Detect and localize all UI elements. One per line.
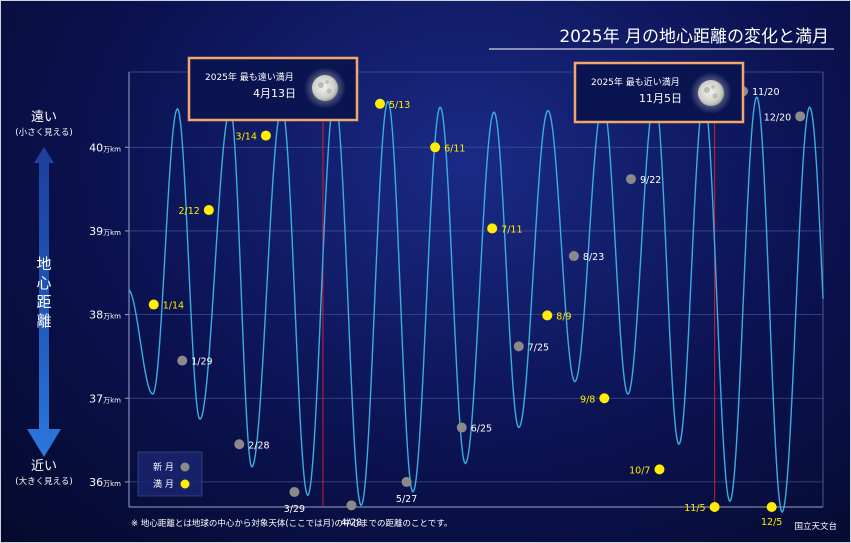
full-moon-date-label: 8/9 xyxy=(556,311,571,322)
new-moon-date-label: 12/20 xyxy=(764,112,791,123)
new-moon-point xyxy=(795,111,806,122)
full-moon-point xyxy=(148,299,159,310)
full-moon-point xyxy=(709,502,720,512)
full-moon-date-label: 1/14 xyxy=(163,301,184,312)
full-moon-date-label: 10/7 xyxy=(629,465,650,476)
far-sub-label: (小さく見える) xyxy=(15,127,72,138)
full-moon-point xyxy=(260,130,271,141)
callout-title: 2025年 最も遠い満月 xyxy=(205,71,294,83)
full-moon-date-label: 2/12 xyxy=(179,206,200,217)
chart-title: 2025年 月の地心距離の変化と満月 xyxy=(559,27,829,47)
moon-crater xyxy=(704,87,710,93)
new-moon-date-label: 1/29 xyxy=(191,357,212,368)
new-moon-date-label: 2/28 xyxy=(248,440,269,451)
new-moon-date-label: 9/22 xyxy=(640,175,661,186)
y-axis-title-char: 心 xyxy=(36,274,51,292)
legend-full-moon-marker xyxy=(180,479,190,489)
highlight-callouts: 2025年 最も遠い満月 4月13日 2025年 最も近い満月 11月5日 xyxy=(187,56,745,124)
new-moon-date-label: 7/25 xyxy=(528,342,549,353)
y-tick-unit: 万km xyxy=(103,313,121,321)
axis-arrow-group: 遠い (小さく見える) 近い (大きく見える) 地心距離 xyxy=(15,110,72,487)
full-moon-point xyxy=(766,502,777,512)
distance-arrow xyxy=(27,147,61,457)
full-moon-date-label: 9/8 xyxy=(580,394,595,405)
y-axis-title: 地心距離 xyxy=(36,255,51,330)
full-moon-point xyxy=(654,464,665,475)
y-axis-title-char: 距 xyxy=(36,293,51,311)
y-tick-unit: 万km xyxy=(103,480,121,488)
y-tick-number: 40 xyxy=(89,141,103,154)
full-moon-date-label: 5/13 xyxy=(389,100,410,111)
new-moon-date-label: 4/28 xyxy=(341,517,362,528)
callout-title: 2025年 最も近い満月 xyxy=(591,76,680,88)
full-moon-point xyxy=(487,223,498,234)
y-tick-label: 36万km xyxy=(89,476,121,489)
legend-new-moon-marker xyxy=(180,462,190,472)
legend-box xyxy=(137,451,203,497)
title-group: 2025年 月の地心距離の変化と満月 xyxy=(489,27,834,50)
y-tick-number: 36 xyxy=(89,476,103,489)
y-tick-unit: 万km xyxy=(103,396,121,404)
footnote: ※ 地心距離とは地球の中心から対象天体(ここでは月)の中心までの距離のことです。 xyxy=(131,518,452,529)
moon-crater xyxy=(326,88,332,94)
full-moon-date-label: 12/5 xyxy=(761,517,782,528)
y-axis-title-char: 地 xyxy=(36,255,51,273)
y-tick-number: 37 xyxy=(89,392,103,405)
y-tick-label: 37万km xyxy=(89,392,121,405)
full-moon-point xyxy=(203,205,214,216)
full-moon-point xyxy=(542,310,553,321)
moon-icon xyxy=(312,75,338,101)
moon-icon xyxy=(698,80,724,106)
new-moon-point xyxy=(513,341,524,352)
legend-full-moon-label: 満 月 xyxy=(153,479,174,490)
near-sub-label: (大きく見える) xyxy=(15,476,72,487)
callout-date: 4月13日 xyxy=(253,87,296,100)
moon-crater xyxy=(711,85,715,89)
new-moon-point xyxy=(234,439,245,450)
full-moon-date-label: 7/11 xyxy=(501,224,522,235)
full-moon-point xyxy=(374,98,385,109)
new-moon-point xyxy=(401,476,412,487)
y-tick-label: 39万km xyxy=(89,225,121,238)
new-moon-date-label: 11/20 xyxy=(752,87,779,98)
distance-curve xyxy=(128,96,824,514)
new-moon-date-label: 5/27 xyxy=(396,494,417,505)
y-axis-title-char: 離 xyxy=(36,312,51,330)
moon-phase-points: 1/292/283/294/285/276/257/258/239/2210/2… xyxy=(148,86,806,528)
y-tick-unit: 万km xyxy=(103,229,121,237)
credit: 国立天文台 xyxy=(794,521,837,532)
highlight-lines xyxy=(322,122,716,507)
moon-crater xyxy=(712,93,718,99)
new-moon-point xyxy=(568,251,579,262)
moon-crater xyxy=(325,80,329,84)
y-tick-number: 39 xyxy=(89,225,103,238)
full-moon-date-label: 11/5 xyxy=(684,503,705,514)
full-moon-date-label: 3/14 xyxy=(236,132,257,143)
new-moon-date-label: 6/25 xyxy=(471,424,492,435)
y-tick-unit: 万km xyxy=(103,145,121,153)
legend: 新 月 満 月 xyxy=(137,451,203,497)
y-tick-number: 38 xyxy=(89,309,103,322)
full-moon-point xyxy=(599,393,610,404)
new-moon-point xyxy=(625,174,636,185)
far-label: 遠い xyxy=(31,110,57,125)
callout-date: 11月5日 xyxy=(639,92,682,105)
full-moon-date-label: 6/11 xyxy=(444,143,465,154)
new-moon-point xyxy=(456,422,467,433)
grid-layer xyxy=(125,146,823,483)
moon-crater xyxy=(318,82,324,88)
y-tick-label: 40万km xyxy=(89,141,121,154)
new-moon-date-label: 8/23 xyxy=(583,252,604,263)
new-moon-point xyxy=(289,486,300,497)
legend-new-moon-label: 新 月 xyxy=(153,461,174,473)
full-moon-point xyxy=(430,142,441,153)
new-moon-point xyxy=(346,500,357,511)
near-label: 近い xyxy=(31,459,57,474)
new-moon-point xyxy=(177,355,188,366)
y-tick-label: 38万km xyxy=(89,309,121,322)
new-moon-date-label: 3/29 xyxy=(284,504,305,515)
